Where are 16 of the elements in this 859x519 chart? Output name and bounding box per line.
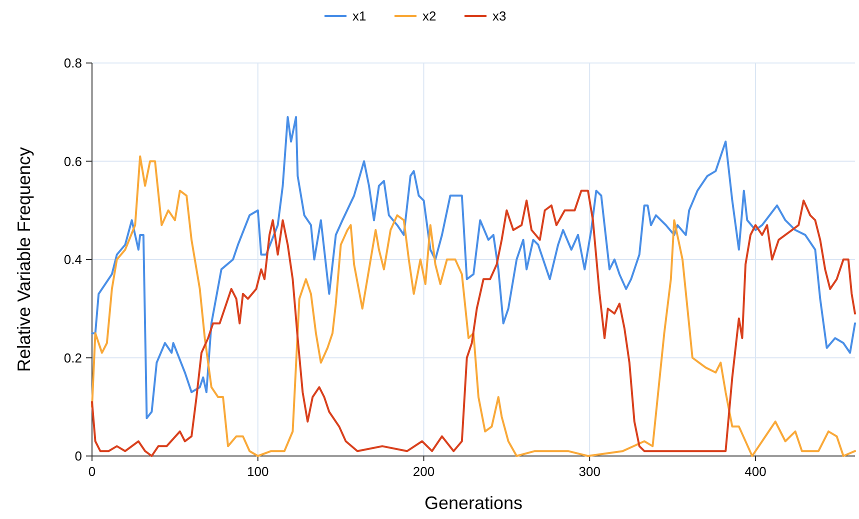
x-tick-label: 100 — [247, 464, 269, 479]
line-series — [91, 116, 856, 420]
y-tick-label: 0.6 — [64, 154, 82, 169]
y-tick-label: 0.2 — [64, 350, 82, 366]
legend-label: x2 — [422, 8, 436, 24]
x-tick-label: 0 — [88, 464, 96, 479]
y-tick-label: 0.4 — [64, 252, 82, 267]
y-tick-label: 0 — [74, 448, 82, 464]
x-tick-label: 400 — [744, 464, 766, 479]
x-axis-title: Generations — [424, 493, 523, 513]
x-tick-label: 300 — [578, 464, 600, 479]
legend-label: x1 — [352, 8, 366, 24]
legend-label: x3 — [492, 8, 506, 24]
x-tick-label: 200 — [412, 464, 435, 479]
y-axis-title: Relative Variable Frequency — [14, 147, 34, 372]
y-tick-label: 0.8 — [64, 56, 82, 70]
